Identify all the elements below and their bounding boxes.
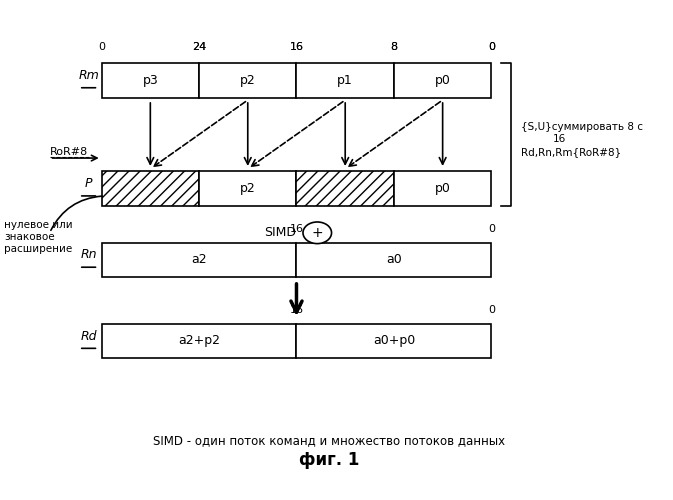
Bar bbox=[102, 324, 297, 358]
Text: a0+p0: a0+p0 bbox=[373, 334, 415, 347]
Bar bbox=[102, 63, 199, 98]
Text: SIMD: SIMD bbox=[264, 226, 297, 239]
Bar bbox=[394, 172, 491, 205]
Bar bbox=[394, 63, 491, 98]
Text: 0: 0 bbox=[488, 305, 495, 315]
Bar bbox=[102, 242, 297, 277]
Text: p2: p2 bbox=[240, 74, 256, 87]
Text: 8: 8 bbox=[390, 42, 398, 52]
Text: Rn: Rn bbox=[80, 248, 97, 262]
Text: p2: p2 bbox=[240, 182, 256, 195]
Text: a0: a0 bbox=[386, 254, 402, 266]
Text: RoR#8: RoR#8 bbox=[50, 146, 88, 156]
Text: 16: 16 bbox=[289, 224, 304, 234]
Bar bbox=[102, 172, 199, 205]
Text: Rm: Rm bbox=[78, 69, 99, 82]
Text: a2+p2: a2+p2 bbox=[178, 334, 220, 347]
Text: 0: 0 bbox=[488, 224, 495, 234]
Text: P: P bbox=[85, 177, 92, 190]
Bar bbox=[297, 172, 394, 205]
Text: {S,U}суммировать 8 с: {S,U}суммировать 8 с bbox=[521, 122, 643, 132]
Text: фиг. 1: фиг. 1 bbox=[299, 452, 359, 469]
Bar bbox=[199, 172, 297, 205]
Text: 16: 16 bbox=[289, 305, 304, 315]
Text: 16: 16 bbox=[289, 42, 304, 52]
Text: 0: 0 bbox=[98, 42, 105, 52]
Bar bbox=[199, 63, 297, 98]
Bar bbox=[297, 172, 394, 205]
Text: 0: 0 bbox=[488, 42, 495, 52]
Text: 0: 0 bbox=[488, 42, 495, 52]
Text: SIMD - один поток команд и множество потоков данных: SIMD - один поток команд и множество пот… bbox=[153, 434, 505, 448]
Bar bbox=[297, 242, 491, 277]
Text: p0: p0 bbox=[435, 74, 451, 87]
Text: 24: 24 bbox=[192, 42, 206, 52]
Text: a2: a2 bbox=[191, 254, 207, 266]
Circle shape bbox=[303, 222, 332, 244]
Text: Rd,Rn,Rm{RoR#8}: Rd,Rn,Rm{RoR#8} bbox=[521, 146, 621, 156]
Text: нулевое или
знаковое
расширение: нулевое или знаковое расширение bbox=[4, 220, 73, 254]
Text: p1: p1 bbox=[337, 74, 353, 87]
Bar bbox=[297, 63, 394, 98]
Text: 24: 24 bbox=[192, 42, 206, 52]
Text: 8: 8 bbox=[390, 42, 398, 52]
Text: 16: 16 bbox=[289, 42, 304, 52]
Text: +: + bbox=[312, 226, 323, 240]
Text: p0: p0 bbox=[435, 182, 451, 195]
Text: Rd: Rd bbox=[80, 330, 97, 342]
Text: 16: 16 bbox=[553, 134, 566, 144]
Text: p3: p3 bbox=[143, 74, 158, 87]
Bar bbox=[102, 172, 199, 205]
Bar bbox=[297, 324, 491, 358]
